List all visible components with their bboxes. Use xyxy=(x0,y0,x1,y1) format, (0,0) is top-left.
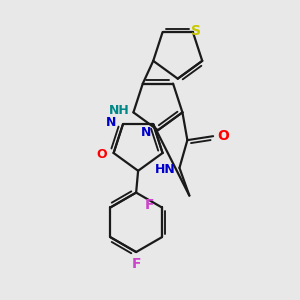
Text: HN: HN xyxy=(155,163,176,176)
Text: O: O xyxy=(96,148,107,161)
Text: F: F xyxy=(145,199,155,212)
Text: N: N xyxy=(141,126,151,139)
Text: N: N xyxy=(106,116,116,129)
Text: NH: NH xyxy=(109,104,130,117)
Text: O: O xyxy=(217,129,229,143)
Text: F: F xyxy=(131,257,141,271)
Text: S: S xyxy=(191,24,201,38)
